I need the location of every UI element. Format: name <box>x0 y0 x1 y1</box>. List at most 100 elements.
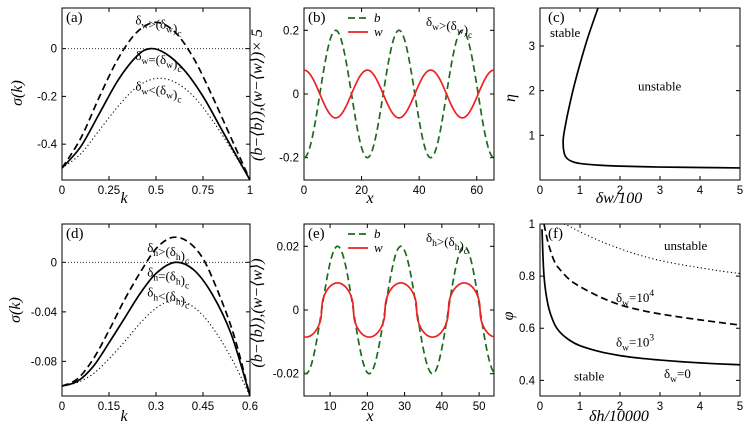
region-label-stable: stable <box>550 25 581 40</box>
x-tick-label: 1 <box>577 185 583 197</box>
series-line--h-h-c <box>62 236 250 396</box>
x-tick-label: 0 <box>537 185 543 197</box>
y-axis-label: σ(k) <box>9 80 26 106</box>
plot-area <box>62 21 250 180</box>
x-tick-label: 0.45 <box>192 401 214 413</box>
series-line--w-10-4 <box>563 224 740 275</box>
series-line--w-10-3 <box>543 224 740 326</box>
x-tick-label: 0 <box>301 185 307 197</box>
x-tick-label: 2 <box>617 185 623 197</box>
panel-a: (a) k σ(k) 0 0.25 0.5 0.75 1 -0.4 -0.2 0 δw>(δw)… <box>9 7 253 207</box>
x-axis-label: x <box>365 408 373 425</box>
y-tick-label: 0 <box>51 44 57 56</box>
curve-annotation: δh=(δh)c <box>147 265 189 292</box>
panel-label: (a) <box>66 10 83 26</box>
x-tick-label: 60 <box>470 185 483 197</box>
x-tick-label: 40 <box>435 401 448 413</box>
legend-label: b <box>374 226 381 241</box>
y-tick-label: 0 <box>293 89 299 101</box>
y-axis-label: (b−⟨b⟩),(w−⟨w⟩) <box>249 258 266 367</box>
y-tick-label: 3 <box>529 41 535 53</box>
condition-annotation: δw>(δw)c <box>426 14 472 41</box>
y-tick-label: -0.2 <box>37 91 57 103</box>
y-tick-label: -0.4 <box>37 139 57 151</box>
series-line--w-w-c <box>62 47 250 180</box>
x-tick-label: 5 <box>737 401 743 413</box>
x-tick-label: 4 <box>697 185 704 197</box>
series-line--w-0 <box>541 229 740 366</box>
y-axis-label: φ <box>500 311 517 320</box>
x-tick-label: 50 <box>473 401 486 413</box>
x-tick-label: 0.15 <box>98 401 120 413</box>
y-tick-label: -0.08 <box>31 356 57 368</box>
x-tick-label: 0.3 <box>148 401 164 413</box>
x-tick-label: 3 <box>657 185 663 197</box>
curve-label: δw=0 <box>664 366 691 385</box>
x-tick-label: 0 <box>537 401 543 413</box>
x-tick-label: 20 <box>355 185 368 197</box>
y-axis-label: (b−⟨b⟩),(w−⟨w⟩)× 5 <box>249 29 266 161</box>
y-tick-label: 1 <box>529 219 535 231</box>
curve-annotation: δh<(δh)c <box>147 284 189 311</box>
plot-area <box>304 245 494 375</box>
x-tick-label: 0.6 <box>242 401 258 413</box>
panel-f: (f) δh/10000 φ 0 1 2 3 4 5 0.4 0.6 0.8 1 unstable s… <box>500 219 743 425</box>
y-tick-label: 0.2 <box>283 25 299 37</box>
x-tick-label: 20 <box>361 401 374 413</box>
x-tick-label: 0.25 <box>98 185 120 197</box>
plot-area <box>541 224 740 366</box>
region-label-unstable: unstable <box>638 79 682 94</box>
x-tick-label: 3 <box>657 401 663 413</box>
region-label-unstable: unstable <box>664 238 708 253</box>
x-tick-label: 0.5 <box>148 185 164 197</box>
y-tick-label: 0.02 <box>277 241 299 253</box>
series-line-boundary <box>562 8 740 169</box>
x-tick-label: 1 <box>247 185 253 197</box>
y-tick-label: 0 <box>293 305 299 317</box>
y-tick-label: 2 <box>529 86 535 98</box>
x-tick-label: 0 <box>59 401 65 413</box>
series-line-w <box>304 282 494 338</box>
curve-label: δw=104 <box>616 289 654 309</box>
series-line--w-w-c <box>62 21 250 180</box>
curve-label: δw=103 <box>616 333 654 353</box>
y-tick-label: 0.4 <box>519 375 536 387</box>
x-axis-label: k <box>120 408 128 425</box>
x-axis-label: x <box>365 190 373 207</box>
series-line-b <box>304 29 494 159</box>
panel-label: (c) <box>548 10 565 26</box>
x-tick-label: 5 <box>737 185 743 197</box>
x-tick-label: 0 <box>59 185 65 197</box>
region-label-stable: stable <box>574 368 605 383</box>
plot-frame <box>539 7 741 181</box>
y-tick-label: 0.6 <box>519 323 535 335</box>
x-tick-label: 30 <box>398 401 411 413</box>
y-axis-label: η <box>502 94 519 102</box>
series-line--h-h-c <box>62 261 250 396</box>
panel-c: (c) δw/100 η 0 1 2 3 4 5 1 2 3 stable unstable <box>502 7 743 207</box>
x-tick-label: 40 <box>413 185 426 197</box>
x-axis-label: δh/10000 <box>589 408 649 425</box>
legend-label: w <box>374 24 383 39</box>
condition-annotation: δh>(δh)c <box>426 230 468 257</box>
y-tick-label: 1 <box>529 130 535 142</box>
curve-annotation: δw>(δw)c <box>135 13 181 40</box>
series-line-b <box>304 245 494 375</box>
x-tick-label: 1 <box>577 401 583 413</box>
x-axis-label: δw/100 <box>596 190 643 207</box>
x-tick-label: 10 <box>324 401 337 413</box>
series-line-w <box>304 69 494 119</box>
legend-label: b <box>374 10 381 25</box>
panel-b: (b) x (b−⟨b⟩),(w−⟨w⟩)× 5 0 20 40 60 -0.2 0 0.2… <box>249 7 495 207</box>
y-tick-label: -0.02 <box>273 369 299 381</box>
panel-e: (e) x (b−⟨b⟩),(w−⟨w⟩) 10 20 30 40 50 -0.02 0 0.… <box>249 223 495 425</box>
curve-annotation: δw=(δw)c <box>135 48 181 75</box>
plot-frame <box>539 223 741 397</box>
x-tick-label: 2 <box>617 401 623 413</box>
y-tick-label: -0.2 <box>279 153 299 165</box>
series-line--h-h-c <box>62 299 250 396</box>
curve-annotation: δh>(δh)c <box>147 240 189 267</box>
x-axis-label: k <box>120 190 128 207</box>
panel-label: (d) <box>66 226 84 242</box>
